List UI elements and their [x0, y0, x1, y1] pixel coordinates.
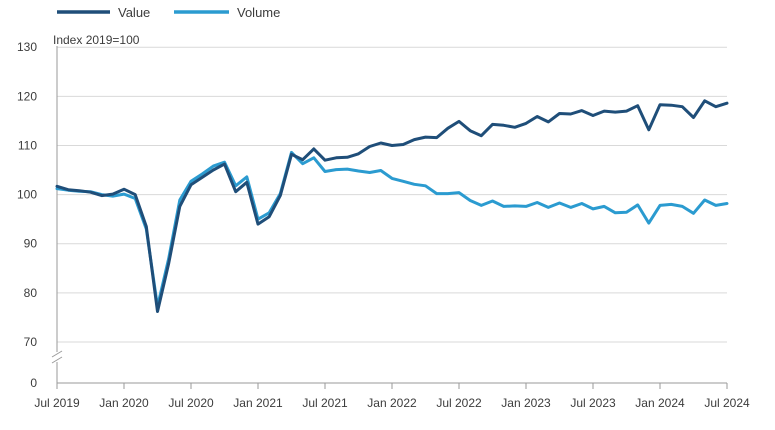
axis-break-marker — [51, 350, 63, 364]
y-tick-label-90: 90 — [24, 237, 38, 251]
y-tick-label-110: 110 — [18, 138, 37, 152]
x-tick-label-jul-2020: Jul 2020 — [168, 396, 214, 410]
y-axis-unit-label: Index 2019=100 — [53, 33, 140, 47]
axes — [51, 46, 728, 389]
x-tick-label-jul-2024: Jul 2024 — [704, 396, 750, 410]
series-lines — [55, 99, 729, 313]
tick-labels: 0 70 80 90 100 110 120 130 Jul 2019 Jan 2020 Jul 2… — [17, 40, 750, 410]
x-tick-label-jan-2024: Jan 2024 — [635, 396, 685, 410]
gridlines — [57, 46, 727, 343]
legend-label-volume: Volume — [237, 5, 280, 20]
x-tick-label-jan-2021: Jan 2021 — [233, 396, 283, 410]
y-tick-label-130: 130 — [17, 40, 37, 54]
x-tick-label-jan-2022: Jan 2022 — [367, 396, 417, 410]
x-tick-label-jan-2023: Jan 2023 — [501, 396, 551, 410]
legend: Value Volume — [57, 5, 280, 20]
x-tick-label-jan-2020: Jan 2020 — [99, 396, 149, 410]
y-tick-label-100: 100 — [17, 188, 37, 202]
x-tick-label-jul-2019: Jul 2019 — [34, 396, 80, 410]
x-tick-label-jul-2021: Jul 2021 — [302, 396, 348, 410]
y-tick-label-0: 0 — [30, 376, 37, 390]
legend-label-value: Value — [118, 5, 150, 20]
x-tick-label-jul-2023: Jul 2023 — [570, 396, 616, 410]
series-line-volume — [55, 150, 729, 309]
y-tick-label-70: 70 — [24, 335, 38, 349]
x-tick-label-jul-2022: Jul 2022 — [436, 396, 482, 410]
y-tick-label-80: 80 — [24, 286, 38, 300]
y-tick-label-120: 120 — [17, 89, 37, 103]
series-line-value — [55, 99, 729, 313]
